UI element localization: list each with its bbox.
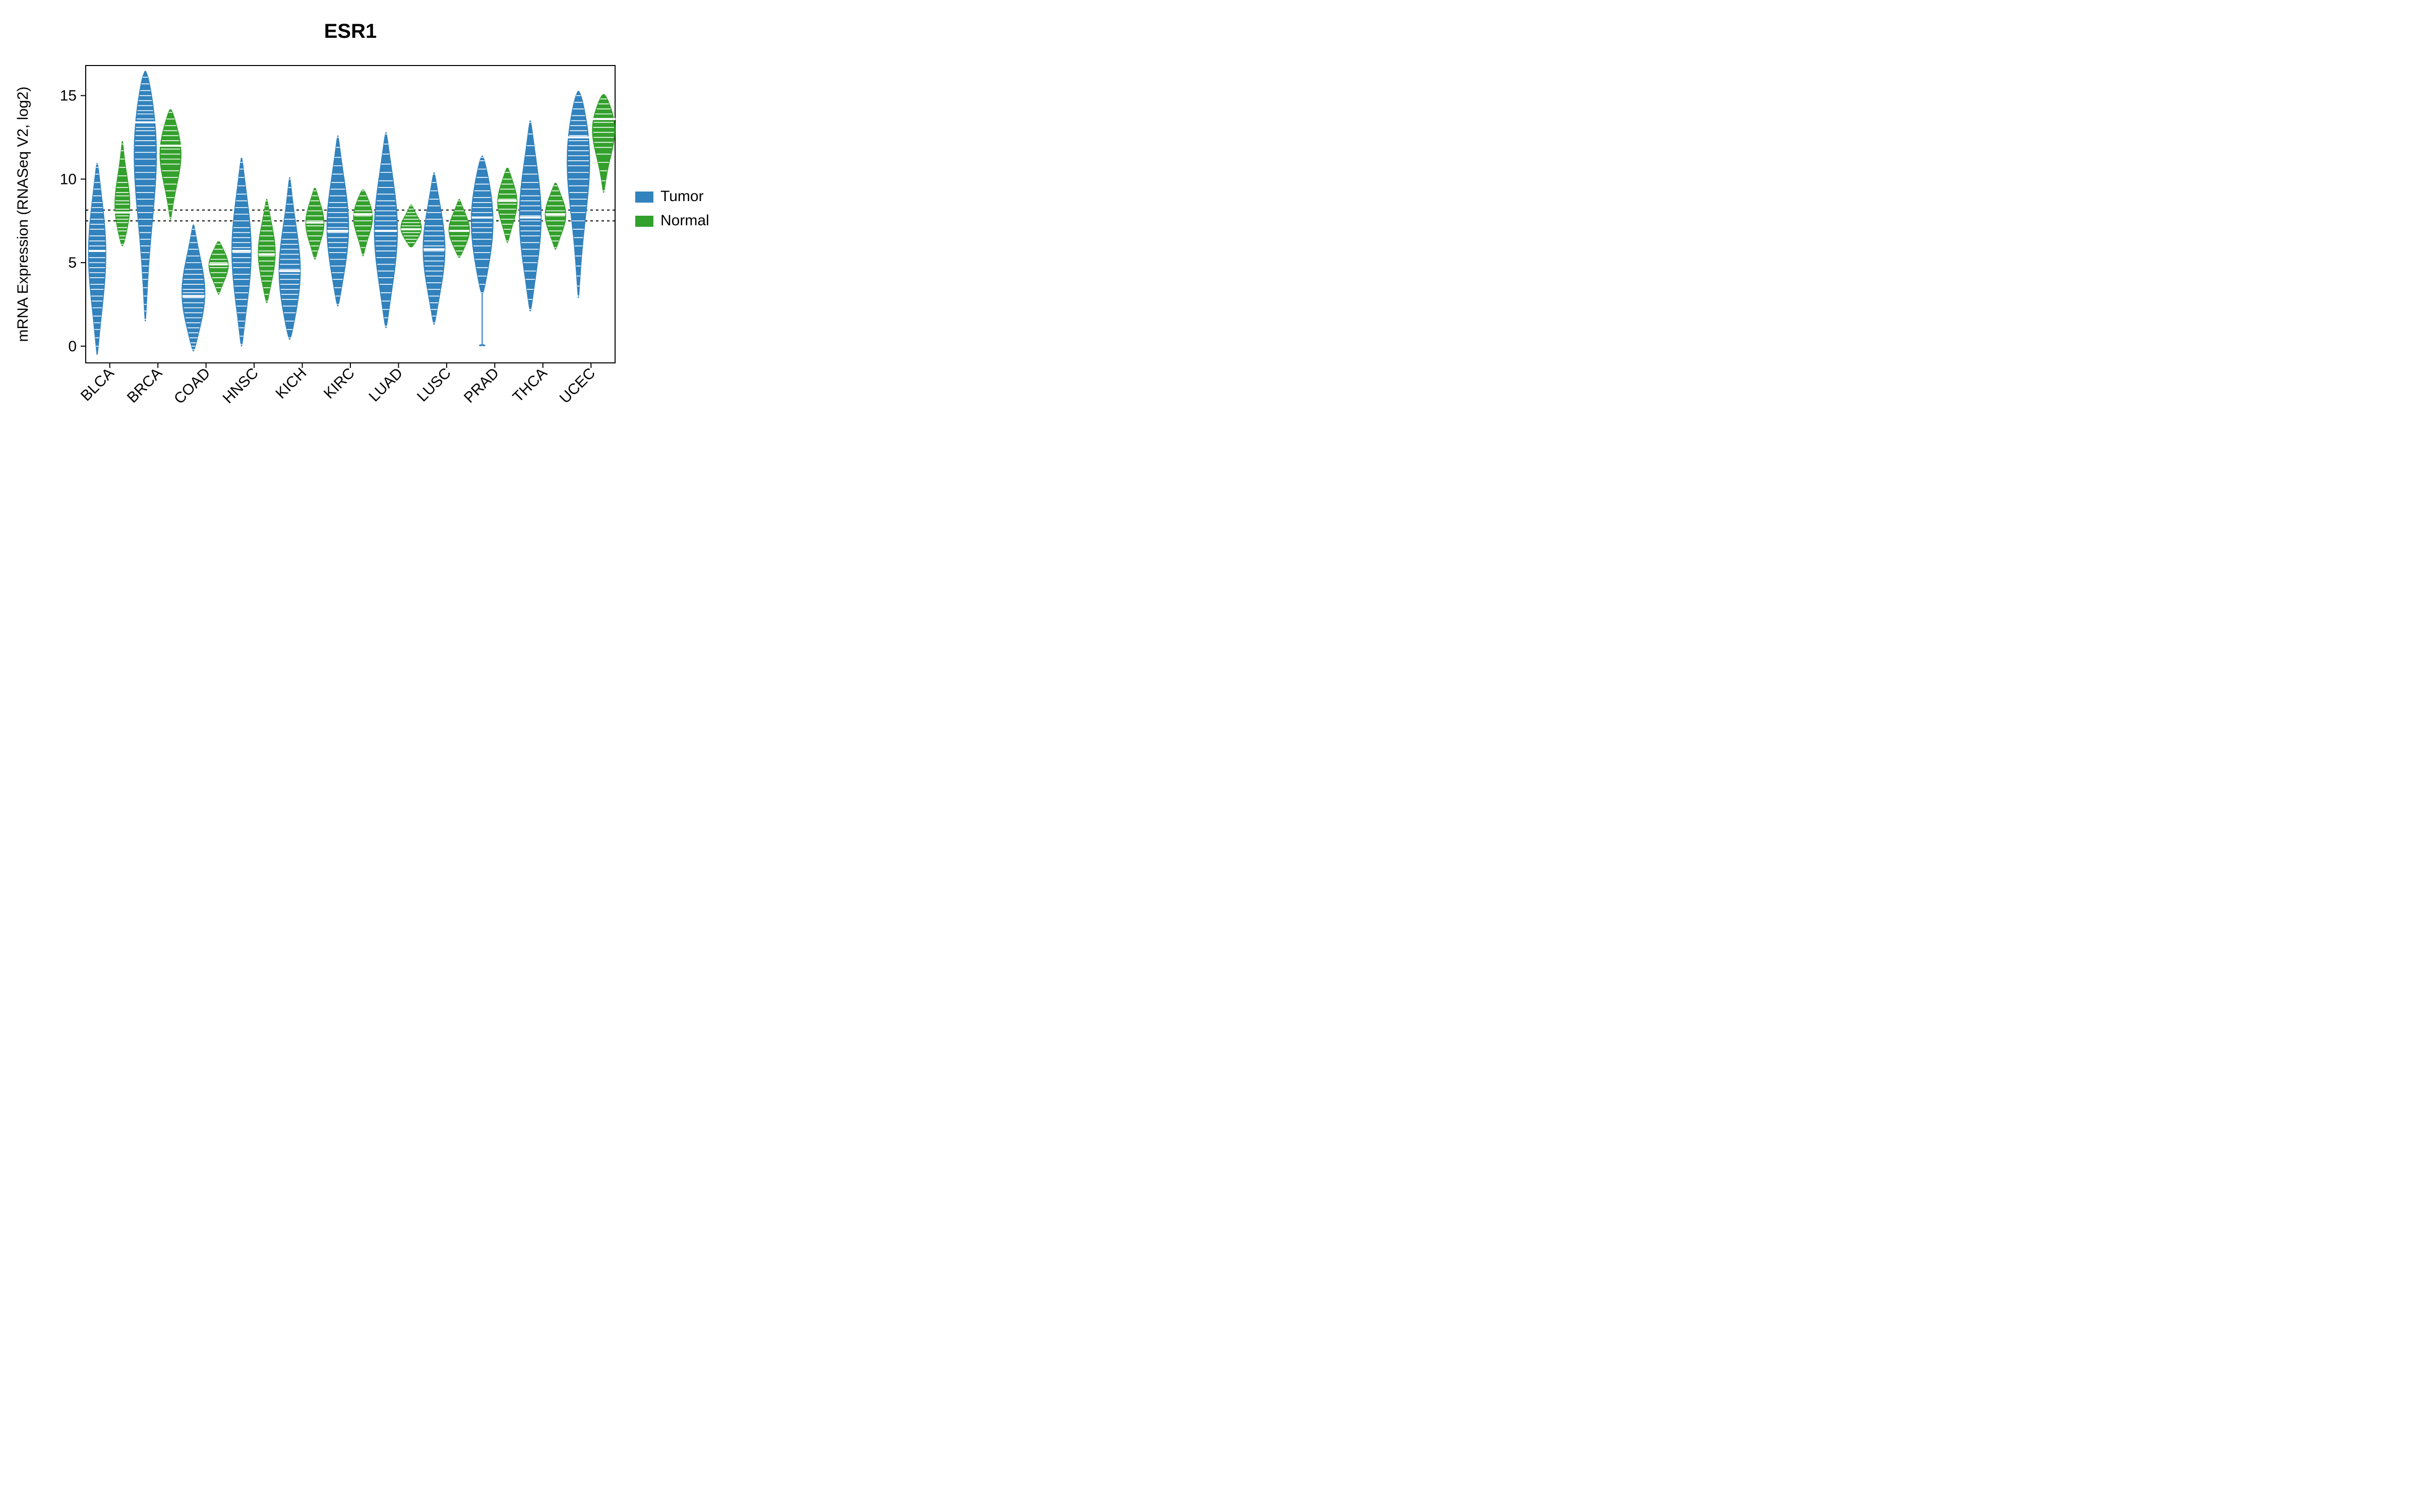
y-axis-label: mRNA Expression (RNASeq V2, log2) [15, 87, 31, 342]
chart-svg: ESR1 mRNA Expression (RNASeq V2, log2) 0 5 1… [0, 0, 726, 454]
chart-title: ESR1 [324, 20, 377, 42]
legend-swatch [635, 192, 653, 203]
y-tick-label: 5 [68, 255, 77, 271]
y-tick-label: 10 [60, 171, 77, 187]
legend-label: Normal [660, 212, 709, 229]
y-tick-label: 15 [60, 88, 77, 104]
legend-swatch [635, 216, 653, 227]
legend-label: Tumor [660, 188, 704, 205]
y-tick-label: 0 [68, 338, 77, 355]
chart-container: ESR1 mRNA Expression (RNASeq V2, log2) 0 5 1… [0, 0, 726, 454]
